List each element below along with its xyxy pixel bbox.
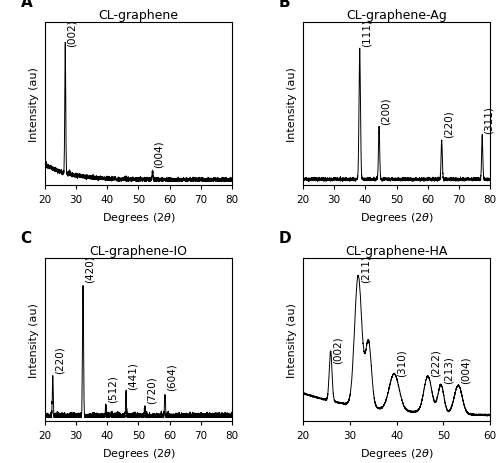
- Text: (420): (420): [84, 255, 94, 282]
- Text: A: A: [20, 0, 32, 10]
- Text: (220): (220): [54, 345, 64, 373]
- Title: CL-graphene-IO: CL-graphene-IO: [90, 244, 188, 257]
- Y-axis label: Intensity (au): Intensity (au): [30, 303, 40, 377]
- Text: (213): (213): [444, 356, 454, 384]
- Title: CL-graphene-HA: CL-graphene-HA: [346, 244, 448, 257]
- Text: (311): (311): [484, 106, 494, 134]
- Text: (222): (222): [430, 348, 440, 376]
- Title: CL-graphene-Ag: CL-graphene-Ag: [346, 9, 447, 22]
- X-axis label: Degrees (2$\theta$): Degrees (2$\theta$): [360, 446, 434, 460]
- X-axis label: Degrees (2$\theta$): Degrees (2$\theta$): [360, 210, 434, 224]
- Text: (111): (111): [362, 19, 372, 47]
- Y-axis label: Intensity (au): Intensity (au): [288, 67, 298, 142]
- Y-axis label: Intensity (au): Intensity (au): [288, 303, 298, 377]
- Text: D: D: [278, 231, 291, 246]
- Text: (720): (720): [146, 375, 156, 403]
- Text: (310): (310): [396, 348, 406, 376]
- Text: B: B: [278, 0, 290, 10]
- Title: CL-graphene: CL-graphene: [98, 9, 178, 22]
- Text: (512): (512): [108, 374, 118, 402]
- X-axis label: Degrees (2$\theta$): Degrees (2$\theta$): [102, 210, 176, 224]
- Text: (441): (441): [128, 361, 138, 389]
- Text: (200): (200): [380, 97, 390, 125]
- Text: (004): (004): [154, 141, 164, 168]
- Text: (604): (604): [166, 363, 176, 390]
- Text: (220): (220): [444, 110, 454, 138]
- Text: (211): (211): [360, 254, 370, 282]
- Text: (002): (002): [333, 335, 343, 363]
- Text: (002): (002): [67, 19, 77, 47]
- Text: (004): (004): [460, 356, 470, 384]
- Y-axis label: Intensity (au): Intensity (au): [30, 67, 40, 142]
- Text: C: C: [20, 231, 32, 246]
- X-axis label: Degrees (2$\theta$): Degrees (2$\theta$): [102, 446, 176, 460]
